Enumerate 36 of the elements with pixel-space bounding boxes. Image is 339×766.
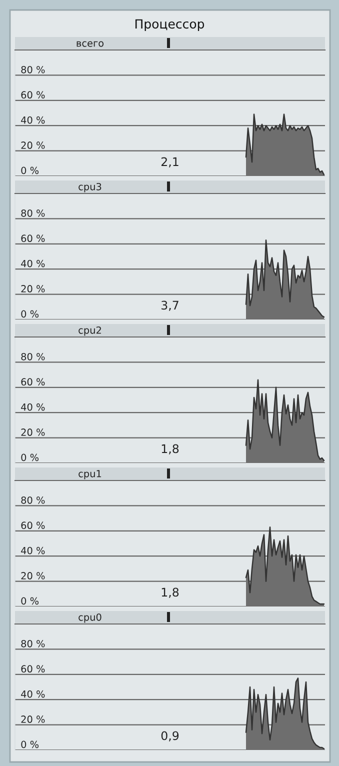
y-tick-label: 40 % xyxy=(21,260,45,268)
y-tick-label: 60 % xyxy=(21,91,45,99)
annotation: 2,1 xyxy=(161,157,178,168)
y-tick-label: 0 % xyxy=(21,597,39,605)
chart-title: cpu3 xyxy=(78,182,102,192)
y-tick-label: 40 % xyxy=(21,116,45,124)
y-tick-label: 80 % xyxy=(21,352,45,360)
y-tick-label: 20 % xyxy=(21,716,45,723)
y-tick-label: 60 % xyxy=(21,522,45,530)
y-tick-label: 60 % xyxy=(21,234,45,242)
y-tick-label: 0 % xyxy=(21,310,39,318)
chart-title: Процессор xyxy=(135,19,204,32)
y-tick-label: 80 % xyxy=(21,496,45,504)
y-tick-label: 60 % xyxy=(21,378,45,386)
chart-title: cpu2 xyxy=(78,326,101,336)
y-tick-label: 60 % xyxy=(21,665,45,673)
y-tick-label: 80 % xyxy=(21,209,45,217)
annotation: 3,7 xyxy=(162,300,178,311)
y-tick-label: 0 % xyxy=(21,454,39,462)
y-tick-label: 0 % xyxy=(21,740,39,748)
annotation: 1,8 xyxy=(162,588,179,598)
y-tick-label: 0 % xyxy=(21,166,39,174)
y-tick-label: 40 % xyxy=(21,403,45,411)
y-tick-label: 40 % xyxy=(21,546,45,554)
y-tick-label: 20 % xyxy=(21,428,45,436)
y-tick-label: 20 % xyxy=(21,572,45,580)
y-tick-label: 20 % xyxy=(21,142,45,149)
chart-title: cpu1 xyxy=(78,470,102,480)
y-tick-label: 20 % xyxy=(21,285,45,292)
annotation: 0,9 xyxy=(161,731,179,742)
annotation: 1,8 xyxy=(162,444,179,454)
y-tick-label: 80 % xyxy=(21,66,45,74)
chart-subtitle: всего xyxy=(76,41,104,47)
chart-title: cpu0 xyxy=(78,613,102,623)
y-tick-label: 80 % xyxy=(21,640,45,648)
y-tick-label: 40 % xyxy=(21,690,45,698)
